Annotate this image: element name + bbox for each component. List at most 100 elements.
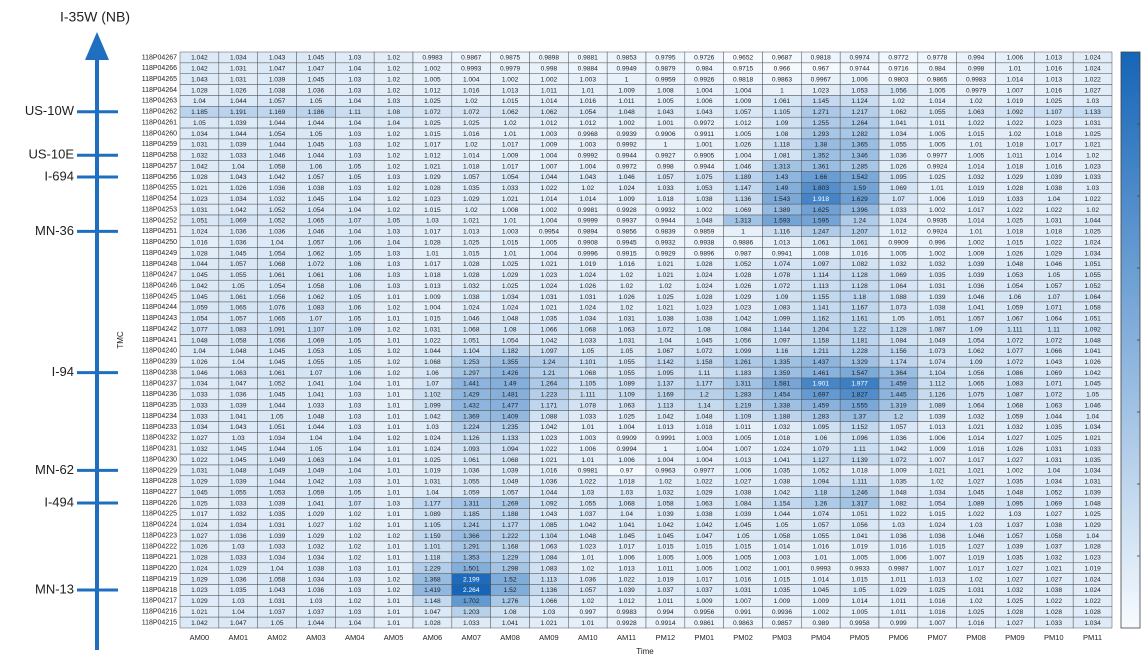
cell-value: 1.042 (191, 283, 208, 290)
cell-value: 1.004 (696, 457, 713, 464)
cell-value: 1.024 (579, 305, 596, 312)
cell-value: 1.025 (424, 98, 441, 105)
cell-value: 1.022 (1045, 239, 1062, 246)
cell-value: 1.031 (191, 468, 208, 475)
cell-value: 1.042 (424, 413, 441, 420)
cell-value: 1.01 (504, 131, 517, 138)
cell-value: 0.9879 (655, 66, 676, 73)
cell-value: 1 (780, 87, 784, 94)
cell-value: 1.036 (308, 587, 325, 594)
y-tick-label: 118P04261 (142, 119, 177, 126)
cell-value: 1.05 (892, 316, 905, 323)
cell-value: 1.004 (424, 305, 441, 312)
cell-value: 1.055 (1084, 272, 1101, 279)
cell-value: 1.015 (774, 576, 791, 583)
cell-value: 1.034 (230, 55, 247, 62)
cell-value: 1.022 (696, 479, 713, 486)
cell-value: 1.042 (191, 620, 208, 627)
cell-value: 1.07 (892, 196, 905, 203)
cell-value: 1.352 (812, 152, 829, 159)
cell-value: 1.095 (1007, 500, 1024, 507)
cell-value: 1.03 (387, 98, 400, 105)
cell-value: 1.827 (851, 392, 868, 399)
cell-value: 1.014 (851, 598, 868, 605)
cell-value: 1.02 (387, 370, 400, 377)
cell-value: 1.015 (929, 511, 946, 518)
cell-value: 0.9949 (616, 66, 637, 73)
cell-value: 1.057 (230, 316, 247, 323)
cell-value: 1.014 (812, 576, 829, 583)
cell-value: 1.037 (657, 587, 674, 594)
cell-value: 1.139 (851, 457, 868, 464)
cell-value: 1.07 (309, 316, 322, 323)
cell-value: 1.038 (1045, 522, 1062, 529)
cell-value: 1.006 (1007, 55, 1024, 62)
cell-value: 1.05 (348, 337, 361, 344)
cell-value: 1.04 (1047, 468, 1060, 475)
cell-value: 1.028 (424, 620, 441, 627)
cell-value: 1.235 (502, 424, 519, 431)
cell-value: 1.086 (1007, 370, 1024, 377)
cell-value: 1.027 (968, 479, 985, 486)
cell-value: 1.05 (309, 98, 322, 105)
y-tick-label: 118P04223 (142, 532, 177, 539)
cell-value: 1.039 (618, 587, 635, 594)
cell-value: 1.043 (230, 174, 247, 181)
cell-value: 0.9972 (694, 120, 715, 127)
cell-value: 1.046 (968, 294, 985, 301)
y-tick-label: 118P04220 (142, 565, 177, 572)
cell-value: 1.05 (309, 131, 322, 138)
cell-value: 1.037 (1045, 544, 1062, 551)
cell-value: 0.9859 (694, 229, 715, 236)
cell-value: 1.185 (191, 109, 208, 116)
cell-value: 1.02 (387, 55, 400, 62)
cell-value: 1.04 (348, 207, 361, 214)
cell-value: 1.217 (851, 109, 868, 116)
cell-value: 1.07 (426, 381, 439, 388)
cell-value: 1.01 (387, 316, 400, 323)
cell-value: 1.084 (541, 555, 558, 562)
cell-value: 0.9894 (578, 229, 599, 236)
cell-value: 1.441 (463, 381, 480, 388)
cell-value: 1.01 (814, 555, 827, 562)
cell-value: 0.9867 (461, 55, 482, 62)
cell-value: 1.045 (191, 489, 208, 496)
cell-value: 1.028 (463, 272, 480, 279)
cell-value: 1.02 (465, 98, 478, 105)
cell-value: 1.015 (424, 131, 441, 138)
x-tick-label: AM03 (306, 633, 326, 642)
heatmap-cell (1072, 616, 1113, 629)
y-tick-label: 118P04235 (142, 402, 177, 409)
cell-value: 1.042 (890, 446, 907, 453)
cell-value: 1.26 (814, 500, 827, 507)
cell-value: 1.024 (1084, 239, 1101, 246)
cell-value: 1.01 (387, 413, 400, 420)
cell-value: 1.145 (812, 98, 829, 105)
cell-value: 1.035 (1045, 424, 1062, 431)
cell-value: 1.03 (426, 424, 439, 431)
cell-value: 1.06 (348, 272, 361, 279)
cell-value: 1.025 (657, 294, 674, 301)
cell-value: 0.998 (657, 163, 674, 170)
cell-value: 0.9958 (849, 620, 870, 627)
cell-value: 1.083 (1007, 381, 1024, 388)
cell-value: 1.042 (696, 522, 713, 529)
y-tick-label: 118P04254 (142, 196, 177, 203)
cell-value: 1.048 (308, 413, 325, 420)
cell-value: 1.04 (271, 565, 284, 572)
cell-value: 1.015 (463, 250, 480, 257)
cell-value: 1.2 (894, 413, 903, 420)
y-tick-label: 118P04233 (142, 424, 177, 431)
cell-value: 1.629 (851, 196, 868, 203)
cell-value: 1.045 (191, 294, 208, 301)
cell-value: 1.028 (191, 555, 208, 562)
cell-value: 1.014 (774, 544, 791, 551)
cell-value: 1.045 (308, 142, 325, 149)
cell-value: 1.063 (618, 326, 635, 333)
cell-value: 1.002 (812, 609, 829, 616)
cell-value: 1.054 (269, 283, 286, 290)
cell-value: 1.048 (230, 468, 247, 475)
cell-value: 1.011 (890, 598, 906, 605)
cell-value: 1.044 (1084, 218, 1101, 225)
cell-value: 1.02 (387, 348, 400, 355)
